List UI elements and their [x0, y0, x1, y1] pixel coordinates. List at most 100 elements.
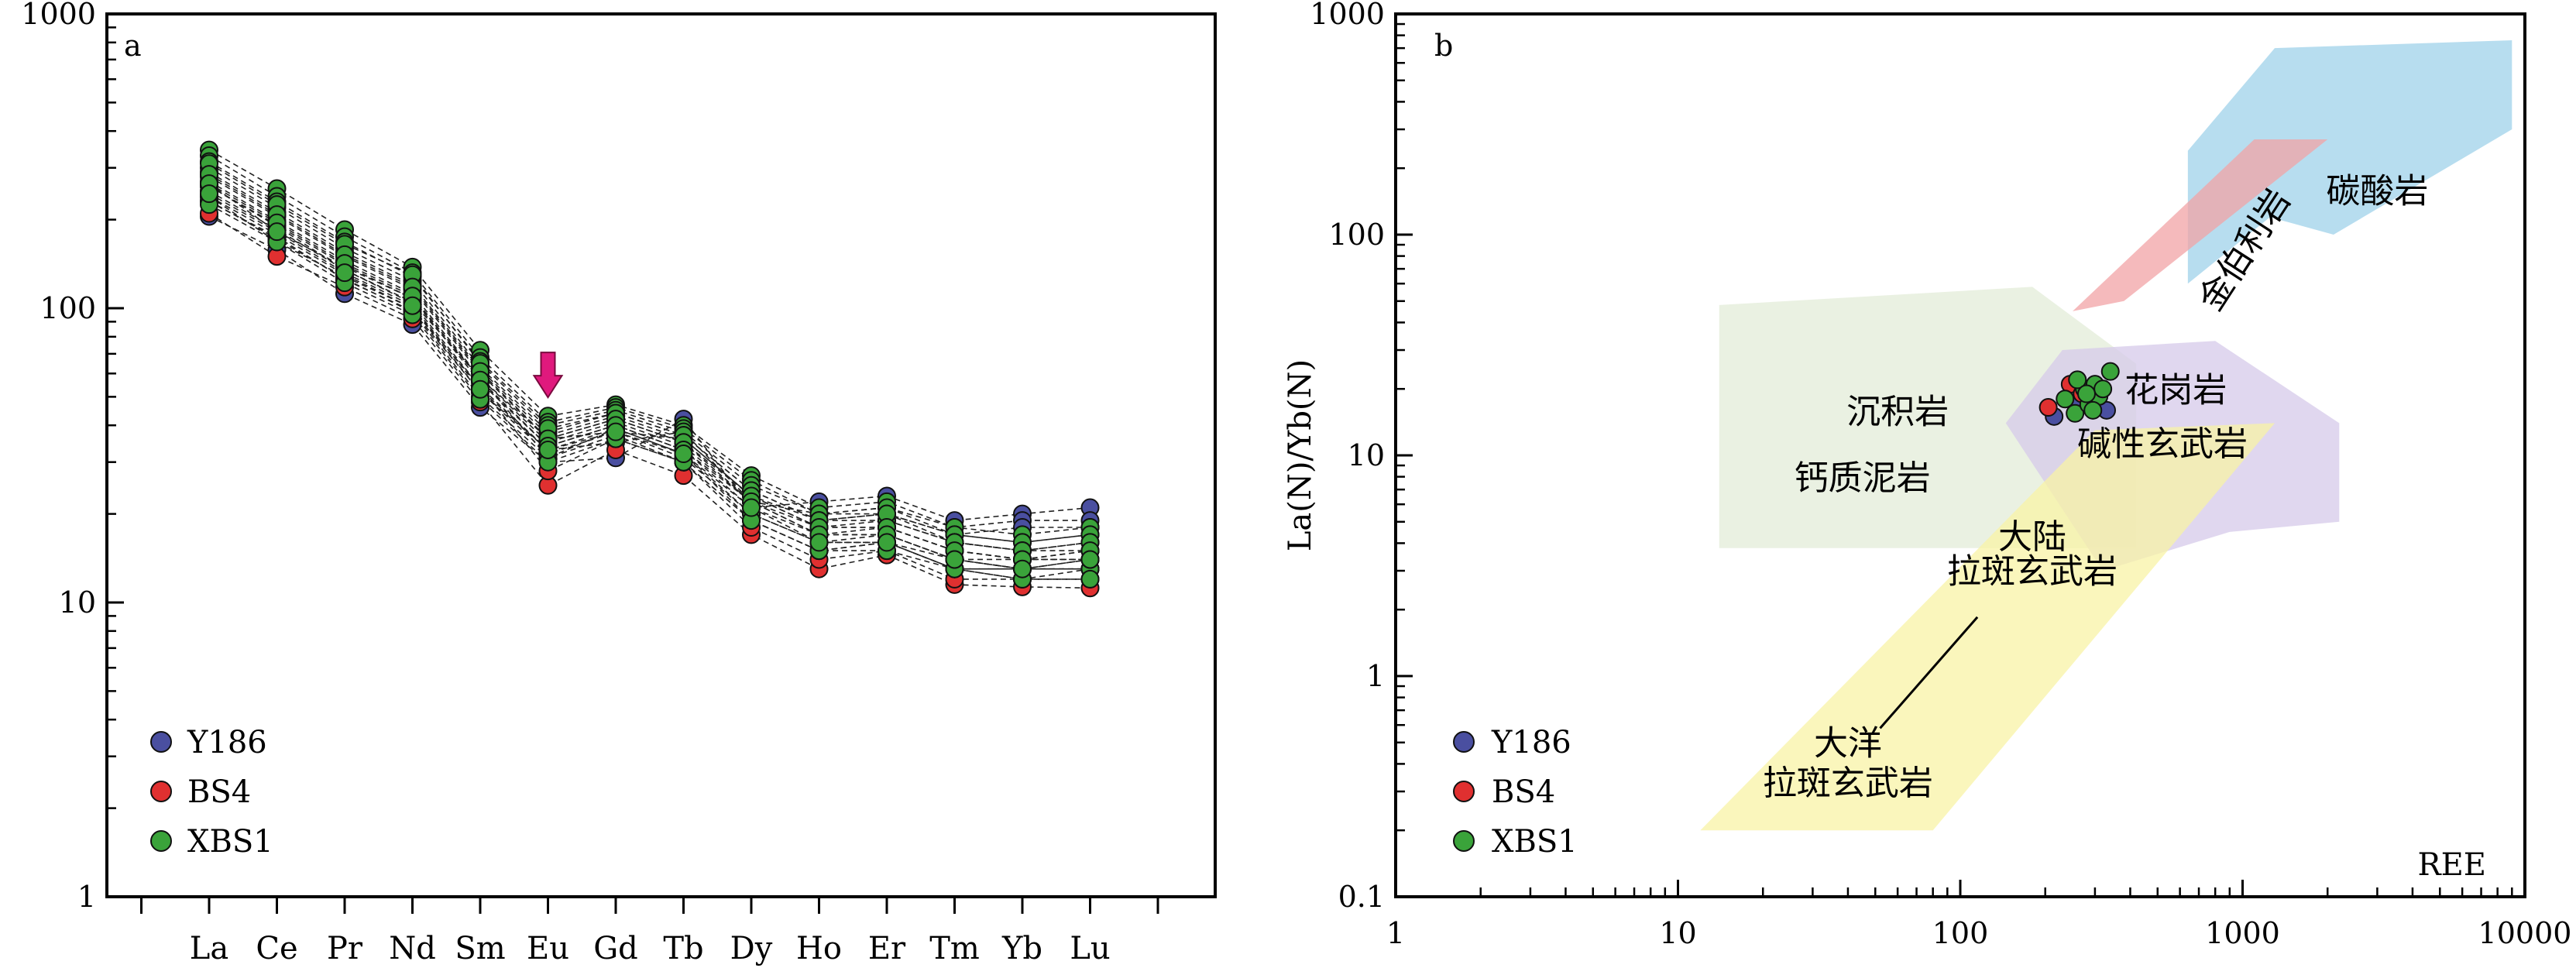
legend-label-bs4: BS4	[187, 774, 251, 810]
panel-b-label: b	[1434, 29, 1453, 63]
field--	[1719, 287, 2137, 548]
point-xbs1	[2100, 362, 2120, 381]
leader-line	[1879, 616, 1979, 729]
point-xbs1	[2066, 403, 2085, 423]
x-tick-label: Nd	[389, 931, 436, 966]
x-tick-label: Gd	[593, 931, 638, 966]
x-tick-label: Tb	[663, 931, 703, 966]
point-xbs1	[606, 422, 625, 441]
point-xbs1	[335, 263, 354, 283]
series-line-xbs1	[208, 155, 1091, 544]
y-tick-label: 1000	[1310, 0, 1385, 31]
y-axis-label: La(N)/Yb(N)	[1283, 359, 1318, 551]
point-xbs1	[200, 184, 218, 204]
legend-marker-xbs1	[150, 830, 172, 852]
series-line-xbs1	[208, 183, 1091, 561]
legend-marker-y186	[1453, 731, 1475, 753]
x-tick-label: 10000	[2478, 916, 2572, 950]
field-label: 碳酸岩	[2326, 171, 2428, 211]
series-line-xbs1	[208, 171, 1091, 551]
panel-b: b 1 10 100 1000 100000.11101001000REELa(N)/Y…	[1283, 0, 2571, 950]
series-line-xbs1	[208, 149, 1091, 536]
panel-a-label: a	[124, 29, 142, 63]
point-xbs1	[742, 498, 761, 517]
panel-a-legend: Y186 BS4 XBS1	[150, 725, 273, 860]
panel-b-legend: Y186 BS4 XBS1	[1453, 725, 1578, 860]
field--	[1700, 423, 2275, 831]
series-line-xbs1	[208, 193, 1091, 570]
point-xbs1	[471, 379, 489, 399]
field-label: 拉斑玄武岩	[1947, 551, 2117, 591]
point-xbs1	[2068, 370, 2087, 390]
x-tick-label: Lu	[1070, 931, 1110, 966]
legend-marker-bs4	[1453, 781, 1475, 802]
eu-anomaly-arrow	[532, 352, 564, 400]
point-xbs1	[1080, 550, 1100, 569]
point-xbs1	[1013, 559, 1032, 578]
y-tick-label: 1000	[21, 0, 96, 31]
point-xbs1	[945, 550, 964, 569]
series-line-xbs1	[208, 204, 1091, 580]
arrow-shape	[532, 352, 564, 400]
y-tick-label: 100	[1328, 218, 1385, 252]
series-line-xbs1	[208, 173, 1091, 561]
y-tick-label: 0.1	[1338, 880, 1385, 914]
series-line-xbs1	[208, 200, 1091, 580]
panel-a-frame	[105, 12, 1217, 898]
y-tick-label: 10	[59, 585, 96, 620]
series-line-xbs1	[208, 160, 1091, 544]
x-tick-label: Yb	[1001, 931, 1042, 966]
x-tick-label: 1000	[2205, 916, 2280, 950]
x-tick-label: Er	[868, 931, 906, 966]
point-xbs1	[2083, 400, 2103, 420]
x-tick-label: Sm	[455, 931, 505, 966]
panel-a-points	[200, 140, 1100, 598]
panel-b-points	[2038, 362, 2120, 426]
legend-label-y186: Y186	[187, 725, 267, 760]
field-label: 沉积岩	[1846, 392, 1949, 431]
field-label: 花岗岩	[2124, 371, 2227, 410]
x-tick-label: Tm	[929, 931, 980, 966]
legend-label-xbs1: XBS1	[187, 824, 273, 860]
x-tick-label: La	[190, 931, 228, 966]
x-tick-label: Pr	[327, 931, 363, 966]
legend-label-bs4: BS4	[1492, 774, 1555, 810]
point-xbs1	[267, 222, 287, 242]
x-tick-label: 100	[1932, 916, 1989, 950]
y-tick-label: 10	[1348, 438, 1385, 472]
point-xbs1	[809, 533, 829, 552]
point-xbs1	[2076, 384, 2096, 403]
x-tick-label: Eu	[527, 931, 569, 966]
x-tick-label: Ce	[256, 931, 297, 966]
legend-label-y186: Y186	[1491, 725, 1571, 760]
field--	[2187, 39, 2512, 284]
point-xbs1	[1080, 569, 1100, 589]
panel-b-axes: 1 10 100 1000 100000.11101001000REELa(N)/Yb(…	[1283, 0, 2571, 950]
field-label: 拉斑玄武岩	[1763, 764, 1933, 803]
point-xbs1	[674, 445, 693, 464]
x-tick-label: Dy	[730, 931, 773, 966]
series-line-bs4	[208, 195, 1091, 580]
panel-a-lines	[208, 149, 1091, 589]
x-tick-label: Ho	[796, 931, 842, 966]
legend-marker-xbs1	[1453, 830, 1475, 852]
y-tick-label: 1	[77, 880, 96, 914]
field-label: 钙质泥岩	[1795, 458, 1931, 498]
field-label: 大洋	[1814, 724, 1882, 764]
y-tick-label: 100	[39, 291, 96, 325]
point-xbs1	[538, 440, 558, 459]
y-tick-label: 1	[1366, 659, 1385, 693]
field-label: 碱性玄武岩	[2077, 424, 2248, 464]
legend-label-xbs1: XBS1	[1492, 824, 1578, 860]
panel-a: a 1 10 100 1000 La Ce Pr Nd Sm Eu Gd Tb Dy Ho Er Tm Yb Lu…	[21, 0, 1217, 966]
field-label: 大陆	[1998, 517, 2066, 557]
series-line-y186	[208, 215, 1091, 521]
series-line-xbs1	[208, 163, 1091, 551]
legend-marker-y186	[150, 731, 172, 753]
x-tick-label: 10	[1659, 916, 1696, 950]
point-xbs1	[878, 533, 896, 552]
field--	[2073, 139, 2328, 311]
x-axis-label: REE	[2417, 847, 2486, 883]
x-tick-label: 1	[1386, 916, 1405, 950]
